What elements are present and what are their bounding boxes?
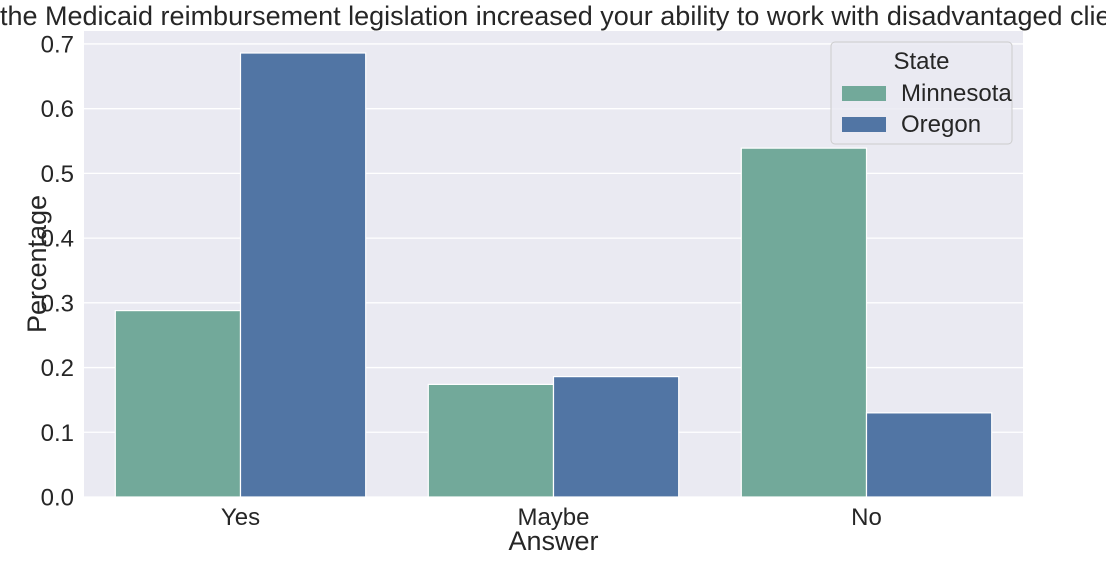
bar-minnesota-yes [114, 310, 242, 498]
bar-minnesota-no [740, 147, 868, 498]
y-tick-label: 0.1 [41, 420, 74, 447]
bars [114, 52, 993, 498]
y-tick-label: 0.5 [41, 161, 74, 188]
x-tick-label: Yes [221, 504, 260, 531]
chart-title: 'Has the Medicaid reimbursement legislat… [0, 1, 1106, 31]
legend-label-minnesota: Minnesota [901, 80, 1012, 107]
y-tick-label: 0.4 [41, 226, 74, 253]
y-tick-label: 0.2 [41, 355, 74, 382]
bar-oregon-maybe [552, 376, 680, 498]
y-axis-label: Percentage [22, 195, 52, 333]
legend-label-oregon: Oregon [901, 111, 981, 138]
y-tick-label: 0.0 [41, 485, 74, 512]
bar-oregon-yes [239, 52, 367, 498]
legend-items: Minnesota Oregon [842, 80, 1012, 138]
legend-title: State [893, 48, 949, 75]
legend-swatch-minnesota [842, 86, 886, 101]
bar-minnesota-maybe [427, 383, 555, 498]
x-tick-label: Maybe [517, 504, 589, 531]
x-axis-label: Answer [508, 526, 598, 556]
y-axis-ticks: 0.0 0.1 0.2 0.3 0.4 0.5 0.6 0.7 [41, 31, 74, 511]
y-tick-label: 0.7 [41, 31, 74, 58]
legend-swatch-oregon [842, 117, 886, 132]
bar-oregon-no [865, 412, 993, 498]
legend: State Minnesota Oregon [830, 41, 1013, 145]
x-tick-label: No [851, 504, 882, 531]
x-axis-ticks: Yes Maybe No [221, 504, 882, 531]
y-tick-label: 0.3 [41, 290, 74, 317]
y-tick-label: 0.6 [41, 96, 74, 123]
